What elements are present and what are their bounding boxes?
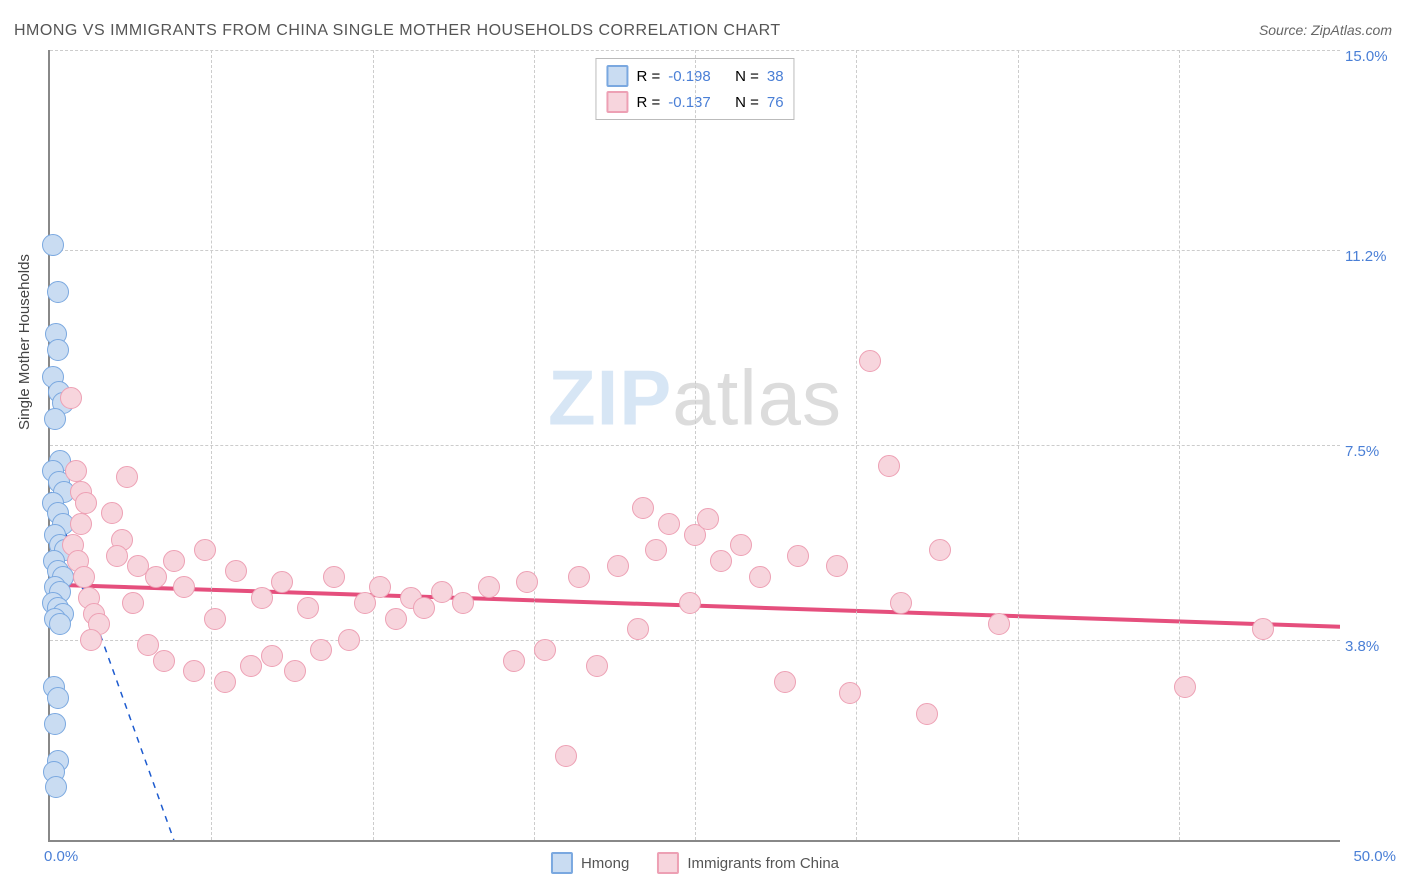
n-value-hmong: 38 <box>767 68 784 85</box>
source-attribution: Source: ZipAtlas.com <box>1259 22 1392 38</box>
data-point <box>369 576 391 598</box>
gridline-v <box>695 50 696 840</box>
data-point <box>297 597 319 619</box>
y-tick-label: 7.5% <box>1345 443 1400 460</box>
data-point <box>988 613 1010 635</box>
data-point <box>516 571 538 593</box>
data-point <box>627 618 649 640</box>
data-point <box>73 566 95 588</box>
x-tick-label: 0.0% <box>44 848 78 865</box>
data-point <box>586 655 608 677</box>
data-point <box>431 581 453 603</box>
data-point <box>42 234 64 256</box>
data-point <box>75 492 97 514</box>
data-point <box>323 566 345 588</box>
data-point <box>555 745 577 767</box>
data-point <box>70 513 92 535</box>
data-point <box>240 655 262 677</box>
data-point <box>45 776 67 798</box>
scatter-chart: Single Mother Households ZIPatlas R = -0… <box>48 50 1340 842</box>
data-point <box>503 650 525 672</box>
data-point <box>251 587 273 609</box>
data-point <box>116 466 138 488</box>
data-point <box>658 513 680 535</box>
data-point <box>60 387 82 409</box>
data-point <box>710 550 732 572</box>
data-point <box>1252 618 1274 640</box>
data-point <box>774 671 796 693</box>
swatch-icon <box>551 852 573 874</box>
data-point <box>478 576 500 598</box>
data-point <box>101 502 123 524</box>
data-point <box>679 592 701 614</box>
series-legend: Hmong Immigrants from China <box>551 852 839 874</box>
legend-item-china: Immigrants from China <box>657 852 839 874</box>
data-point <box>607 555 629 577</box>
data-point <box>145 566 167 588</box>
r-value-hmong: -0.198 <box>668 68 711 85</box>
data-point <box>183 660 205 682</box>
swatch-china <box>606 91 628 113</box>
gridline-v <box>373 50 374 840</box>
data-point <box>890 592 912 614</box>
data-point <box>47 339 69 361</box>
y-tick-label: 15.0% <box>1345 48 1400 65</box>
data-point <box>194 539 216 561</box>
legend-item-hmong: Hmong <box>551 852 629 874</box>
data-point <box>859 350 881 372</box>
data-point <box>80 629 102 651</box>
data-point <box>173 576 195 598</box>
data-point <box>106 545 128 567</box>
data-point <box>204 608 226 630</box>
data-point <box>47 281 69 303</box>
data-point <box>310 639 332 661</box>
data-point <box>284 660 306 682</box>
data-point <box>261 645 283 667</box>
gridline-v <box>534 50 535 840</box>
x-tick-label: 50.0% <box>1353 848 1396 865</box>
data-point <box>385 608 407 630</box>
data-point <box>787 545 809 567</box>
data-point <box>49 613 71 635</box>
y-tick-label: 11.2% <box>1345 248 1400 265</box>
data-point <box>452 592 474 614</box>
swatch-icon <box>657 852 679 874</box>
data-point <box>632 497 654 519</box>
chart-title: HMONG VS IMMIGRANTS FROM CHINA SINGLE MO… <box>14 22 781 40</box>
data-point <box>153 650 175 672</box>
data-point <box>749 566 771 588</box>
swatch-hmong <box>606 65 628 87</box>
data-point <box>878 455 900 477</box>
data-point <box>1174 676 1196 698</box>
data-point <box>225 560 247 582</box>
data-point <box>730 534 752 556</box>
data-point <box>122 592 144 614</box>
data-point <box>163 550 185 572</box>
data-point <box>44 713 66 735</box>
data-point <box>534 639 556 661</box>
r-value-china: -0.137 <box>668 94 711 111</box>
data-point <box>916 703 938 725</box>
y-axis-label: Single Mother Households <box>16 254 33 430</box>
data-point <box>929 539 951 561</box>
data-point <box>645 539 667 561</box>
y-tick-label: 3.8% <box>1345 638 1400 655</box>
data-point <box>44 408 66 430</box>
data-point <box>47 687 69 709</box>
data-point <box>271 571 293 593</box>
data-point <box>214 671 236 693</box>
data-point <box>839 682 861 704</box>
data-point <box>338 629 360 651</box>
gridline-v <box>856 50 857 840</box>
gridline-v <box>211 50 212 840</box>
data-point <box>826 555 848 577</box>
n-value-china: 76 <box>767 94 784 111</box>
data-point <box>413 597 435 619</box>
data-point <box>568 566 590 588</box>
data-point <box>697 508 719 530</box>
data-point <box>65 460 87 482</box>
gridline-v <box>1018 50 1019 840</box>
gridline-v <box>1179 50 1180 840</box>
